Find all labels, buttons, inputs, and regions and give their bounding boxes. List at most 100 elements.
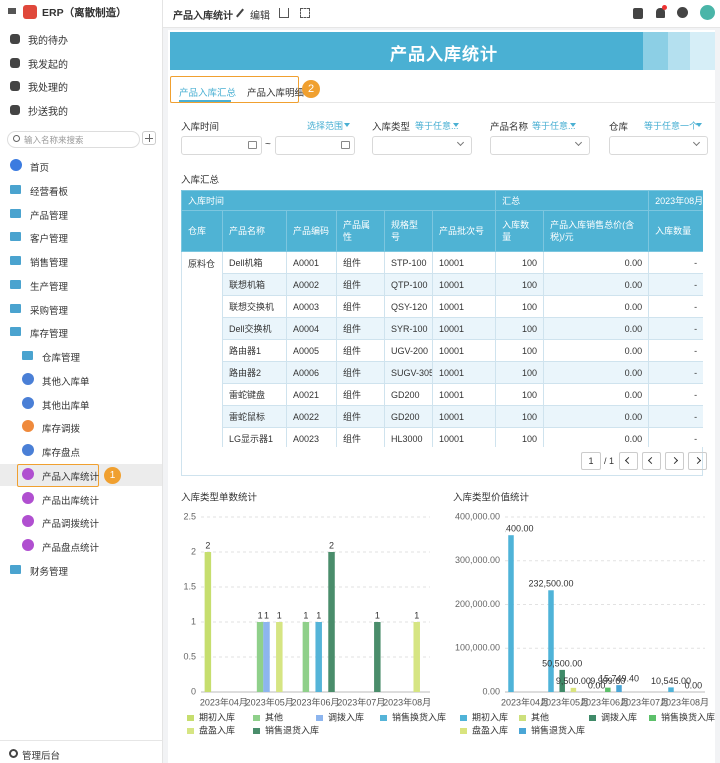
table-cell: - <box>648 317 703 340</box>
nav-icon <box>22 539 34 552</box>
table-cell: 10001 <box>431 405 497 428</box>
bar <box>605 687 611 692</box>
nav-item[interactable]: 首页 <box>30 163 50 174</box>
nav-item[interactable]: 产品调拨统计 <box>42 519 100 531</box>
filter-operator[interactable]: 等于任意... <box>415 121 459 131</box>
nav-item[interactable]: 库存管理 <box>30 329 69 341</box>
nav-item[interactable]: 财务管理 <box>30 566 69 578</box>
nav-item[interactable]: 库存调拨 <box>42 424 81 436</box>
menu-icon[interactable] <box>8 8 16 10</box>
value-label: 15,749.40 <box>599 673 639 683</box>
table-cell: STP-100 <box>384 251 433 274</box>
banner <box>170 32 715 70</box>
value-label: 1 <box>375 610 380 620</box>
share-icon[interactable] <box>279 8 289 18</box>
legend-label: 销售换货入库 <box>661 711 715 722</box>
table-cell: Dell交换机 <box>222 317 287 340</box>
table-cell: QSY-120 <box>384 295 433 318</box>
table-cell: 10001 <box>431 273 497 296</box>
y-tick-label: 1 <box>191 616 196 626</box>
page-input[interactable]: 1 <box>581 452 601 470</box>
page-button[interactable] <box>619 452 638 470</box>
edit-button[interactable]: 编辑 <box>250 11 270 22</box>
legend-label: 期初入库 <box>199 711 235 722</box>
table-cell: 0.00 <box>543 251 650 274</box>
menu-icon[interactable] <box>8 10 16 12</box>
bell-icon[interactable] <box>656 8 665 18</box>
banner-stripe <box>668 32 690 70</box>
legend-label: 盘盈入库 <box>199 724 235 735</box>
nav-item[interactable]: 产品管理 <box>30 210 69 222</box>
filter-input[interactable] <box>181 136 262 155</box>
filter-input[interactable] <box>372 136 472 155</box>
help-icon[interactable] <box>677 7 688 18</box>
table-row: 路由器2 A0006 组件 SUGV-305 10001 100 0.00- <box>182 361 703 384</box>
filter-label: 入库时间 <box>181 122 220 133</box>
folder-icon <box>10 232 21 242</box>
bar <box>276 622 283 692</box>
nav-icon <box>22 515 34 528</box>
column-header: 入库数量 <box>495 210 545 252</box>
table-cell: GD200 <box>384 405 433 428</box>
nav-item[interactable]: 其他出库单 <box>42 400 90 412</box>
nav-item[interactable]: 其他入库单 <box>42 376 90 388</box>
table-cell: A0022 <box>286 405 337 428</box>
filter-input[interactable] <box>609 136 708 155</box>
bar <box>413 622 420 692</box>
footer-link[interactable]: 管理后台 <box>22 751 61 762</box>
quick-link[interactable]: 我发起的 <box>28 59 68 71</box>
legend-swatch <box>187 728 194 734</box>
tab[interactable]: 产品入库汇总 <box>179 88 237 99</box>
legend-label: 其他 <box>531 711 549 722</box>
filter-operator[interactable]: 等于任意一个 <box>644 121 699 131</box>
legend-label: 调拨入库 <box>601 711 637 722</box>
table-cell: 100 <box>495 273 545 296</box>
nav-item[interactable]: 仓库管理 <box>42 353 81 365</box>
filter-operator[interactable]: 等于任意... <box>532 121 576 131</box>
page-button[interactable] <box>688 452 707 470</box>
nav-item[interactable]: 经营看板 <box>30 186 69 198</box>
table-cell: 0.00 <box>543 317 650 340</box>
nav-icon <box>22 396 34 409</box>
search-box[interactable] <box>7 131 140 148</box>
table-row: LG显示器1 A0023 组件 HL3000 10001 100 0.00- <box>182 427 703 447</box>
x-tick-label: 2023年08月 <box>383 696 431 707</box>
nav-item[interactable]: 产品盘点统计 <box>42 543 100 555</box>
x-tick-label: 2023年04月 <box>501 696 549 707</box>
bar <box>204 552 212 692</box>
quick-link[interactable]: 我的待办 <box>28 36 68 47</box>
panel-icon[interactable] <box>633 8 643 19</box>
value-label: 232,500.00 <box>528 579 573 589</box>
calendar-icon <box>341 141 350 149</box>
fullscreen-icon[interactable] <box>300 8 310 18</box>
page-button[interactable] <box>665 452 684 470</box>
y-tick-label: 1.5 <box>183 581 196 591</box>
legend-label: 盘盈入库 <box>472 724 508 735</box>
nav-item[interactable]: 产品出库统计 <box>42 495 100 507</box>
table-cell: A0001 <box>286 251 337 274</box>
filter-input[interactable] <box>490 136 590 155</box>
avatar[interactable] <box>700 5 715 20</box>
nav-item[interactable]: 生产管理 <box>30 281 69 293</box>
table-cell: 组件 <box>336 383 385 406</box>
add-button[interactable] <box>142 131 156 145</box>
page-button[interactable] <box>642 452 661 470</box>
quick-link[interactable]: 抄送我的 <box>28 107 68 119</box>
value-label: 1 <box>414 610 419 620</box>
table-cell: 组件 <box>336 339 385 362</box>
search-icon <box>13 135 20 142</box>
nav-item[interactable]: 采购管理 <box>30 305 69 317</box>
nav-item[interactable]: 客户管理 <box>30 234 69 246</box>
tab[interactable]: 产品入库明细 <box>247 88 305 99</box>
nav-item[interactable]: 销售管理 <box>30 258 69 270</box>
nav-item[interactable]: 库存盘点 <box>42 448 81 460</box>
nav-item[interactable]: 产品入库统计 <box>42 471 100 483</box>
table-cell: SUGV-305 <box>384 361 433 384</box>
y-tick-label: 300,000.00 <box>455 555 500 565</box>
filter-operator[interactable]: 选择范围 <box>307 121 344 131</box>
menu-icon[interactable] <box>8 12 16 14</box>
table-cell: 100 <box>495 339 545 362</box>
filter-input[interactable] <box>275 136 355 155</box>
quick-link[interactable]: 我处理的 <box>28 83 68 95</box>
